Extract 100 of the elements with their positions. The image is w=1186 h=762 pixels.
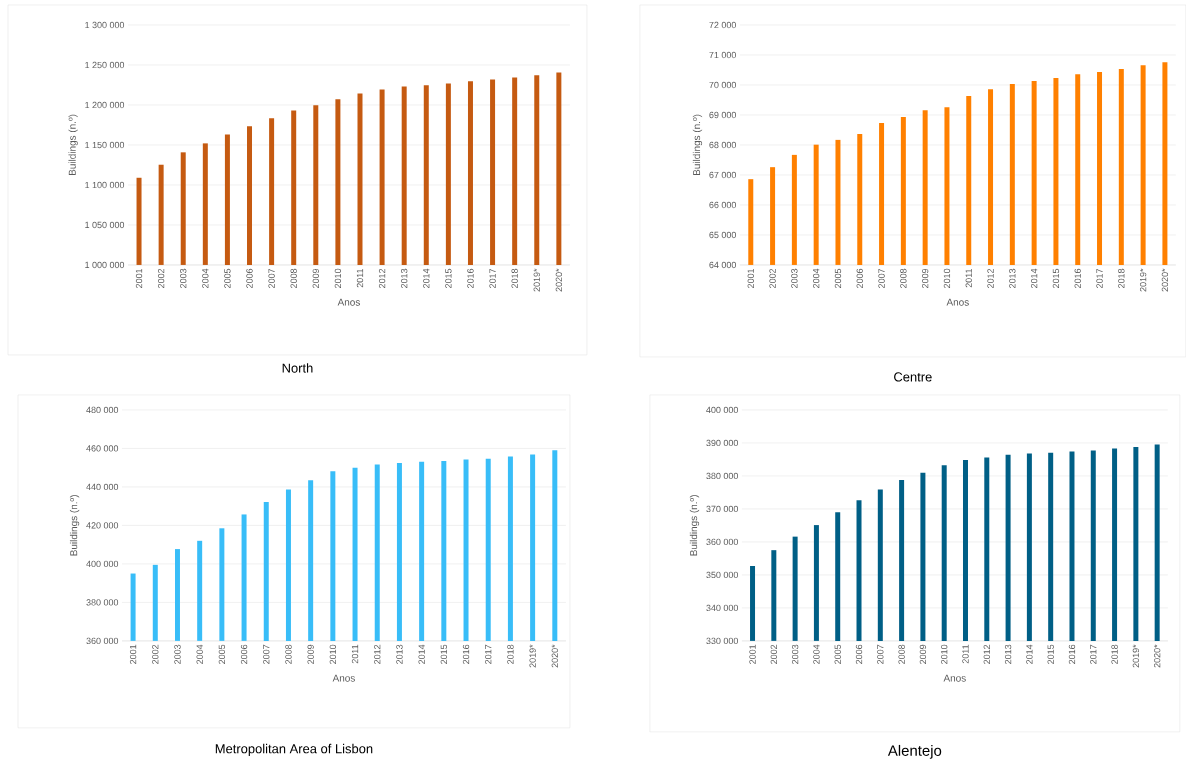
- x-tick-label: 2009: [312, 268, 319, 288]
- x-tick-label: 2004: [202, 268, 209, 288]
- x-tick-label: 2001: [129, 644, 137, 664]
- y-tick-label: 460 000: [86, 445, 119, 452]
- x-tick-label: 2003: [791, 644, 799, 664]
- y-tick-label: 330 000: [706, 637, 738, 644]
- y-tick-label: 350 000: [706, 571, 738, 579]
- y-tick-label: 1 100 000: [85, 181, 125, 189]
- x-tick-label: 2018: [507, 644, 514, 664]
- x-tick-label: 2017: [1090, 644, 1097, 664]
- x-tick-label: 2008: [900, 268, 907, 288]
- x-tick-label: 2016: [1068, 644, 1076, 664]
- x-tick-label: 2007: [268, 268, 275, 288]
- x-tick-label: 2007: [877, 644, 884, 664]
- x-tick-label: 2014: [418, 644, 425, 664]
- x-tick-label: 2004: [812, 268, 820, 288]
- y-tick-label: 1 250 000: [85, 61, 125, 69]
- x-tick-label: 2007: [878, 268, 885, 288]
- y-tick-label: 70 000: [709, 81, 736, 89]
- y-tick-label: 380 000: [706, 472, 738, 480]
- x-tick-label: 2017: [485, 644, 492, 664]
- x-tick-label: 2010: [943, 268, 951, 288]
- x-tick-label: 2015: [440, 644, 448, 664]
- x-tick-label: 2002: [152, 644, 159, 664]
- x-tick-label: 2011: [965, 268, 972, 288]
- y-tick-label: 1 200 000: [85, 101, 125, 109]
- x-tick-label: 2011: [356, 268, 364, 288]
- x-tick-label: 2019*: [1132, 644, 1140, 668]
- y-axis-title: Buildings (n.º): [69, 495, 80, 556]
- x-tick-label: 2004: [813, 644, 820, 664]
- x-tick-label: 2014: [1030, 268, 1038, 288]
- x-tick-label: 2013: [396, 644, 403, 664]
- x-tick-label: 2014: [423, 268, 430, 288]
- x-tick-label: 2012: [374, 644, 381, 664]
- x-axis-title: Anos: [332, 674, 355, 682]
- x-tick-label: 2012: [378, 268, 386, 288]
- x-tick-label: 2008: [285, 644, 292, 664]
- x-tick-label: 2009: [921, 268, 929, 288]
- y-tick-label: 1 000 000: [85, 261, 125, 269]
- x-tick-label: 2006: [246, 268, 253, 288]
- x-tick-label: 2003: [180, 268, 187, 288]
- x-tick-label: 2001: [749, 644, 756, 664]
- y-tick-label: 390 000: [706, 439, 738, 447]
- y-tick-label: 360 000: [86, 637, 119, 644]
- x-tick-label: 2010: [334, 268, 342, 288]
- x-tick-label: 2015: [445, 268, 452, 288]
- x-tick-label: 2013: [401, 268, 408, 288]
- x-tick-label: 2007: [263, 644, 270, 664]
- x-tick-label: 2001: [135, 268, 143, 288]
- text: Metropolitan Area of Lisbon: [215, 743, 373, 756]
- x-tick-label: 2002: [770, 644, 778, 664]
- x-tick-label: 2004: [196, 644, 203, 664]
- x-tick-label: 2006: [856, 268, 863, 288]
- x-tick-label: 2016: [467, 268, 474, 288]
- x-tick-label: 2005: [834, 644, 841, 664]
- y-tick-label: 400 000: [706, 406, 738, 414]
- x-tick-label: 2005: [834, 268, 842, 288]
- x-tick-label: 2008: [290, 268, 297, 288]
- y-tick-label: 1 150 000: [85, 141, 125, 149]
- x-tick-label: 2013: [1004, 644, 1012, 664]
- x-tick-label: 2006: [240, 644, 248, 664]
- y-tick-label: 65 000: [709, 231, 736, 239]
- y-tick-label: 400 000: [86, 560, 119, 568]
- x-tick-label: 2019*: [529, 644, 536, 668]
- y-axis-title: Buildings (n.º): [692, 114, 703, 175]
- x-tick-label: 2019*: [1139, 268, 1147, 292]
- x-tick-label: 2016: [1074, 268, 1081, 288]
- x-tick-label: 2005: [224, 268, 231, 288]
- y-tick-label: 440 000: [86, 483, 119, 491]
- x-tick-label: 2017: [1096, 268, 1103, 288]
- y-tick-label: 66 000: [709, 201, 736, 209]
- y-tick-label: 68 000: [709, 141, 736, 149]
- x-tick-label: 2018: [1118, 268, 1125, 288]
- x-tick-label: 2020*: [1161, 268, 1169, 292]
- x-tick-label: 2014: [1026, 644, 1033, 664]
- x-tick-label: 2006: [855, 644, 863, 664]
- x-tick-label: 2003: [174, 644, 181, 664]
- x-tick-label: 2015: [1047, 644, 1054, 664]
- x-tick-label: 2003: [791, 268, 798, 288]
- y-axis-title: Buildings (n.º): [68, 114, 78, 175]
- x-tick-label: 2009: [919, 644, 927, 664]
- x-tick-label: 2013: [1009, 268, 1016, 288]
- y-tick-label: 67 000: [709, 171, 736, 179]
- y-tick-label: 72 000: [709, 21, 736, 29]
- x-tick-label: 2011: [962, 644, 969, 664]
- x-tick-label: 2018: [511, 268, 518, 288]
- x-tick-label: 2017: [489, 268, 496, 288]
- x-tick-label: 2002: [157, 268, 165, 288]
- x-tick-label: 2020*: [551, 644, 558, 668]
- x-tick-label: 2001: [747, 268, 754, 288]
- y-tick-label: 370 000: [706, 505, 738, 513]
- x-tick-label: 2015: [1052, 268, 1060, 288]
- y-tick-label: 1 050 000: [85, 221, 125, 229]
- x-tick-label: 2020*: [1153, 644, 1161, 668]
- x-tick-label: 2010: [941, 644, 948, 664]
- x-tick-label: 2002: [769, 268, 776, 288]
- y-tick-label: 380 000: [86, 599, 119, 606]
- y-tick-label: 480 000: [86, 406, 119, 414]
- x-axis-title: Anos: [943, 674, 966, 682]
- x-tick-label: 2016: [462, 644, 470, 664]
